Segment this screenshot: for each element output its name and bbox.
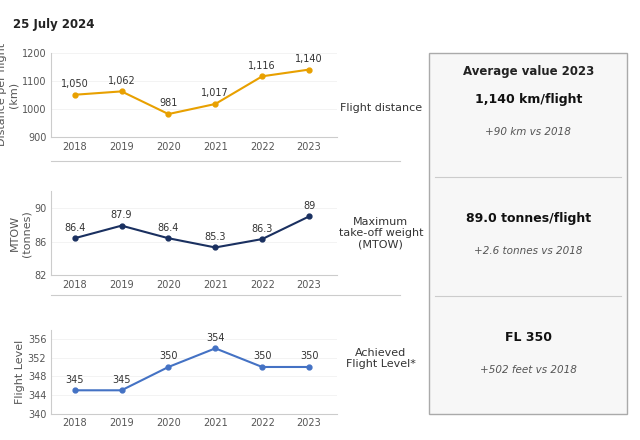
Text: 354: 354	[206, 333, 225, 343]
Text: +2.6 tonnes vs 2018: +2.6 tonnes vs 2018	[474, 246, 582, 256]
FancyBboxPatch shape	[429, 53, 627, 414]
Text: 89.0 tonnes/flight: 89.0 tonnes/flight	[466, 212, 591, 225]
Text: 86.4: 86.4	[64, 223, 85, 233]
Text: 86.4: 86.4	[157, 223, 179, 233]
Text: 89: 89	[303, 201, 316, 211]
Text: +90 km vs 2018: +90 km vs 2018	[485, 127, 571, 137]
Text: 345: 345	[65, 375, 84, 385]
Text: 25 July 2024: 25 July 2024	[13, 18, 94, 31]
Y-axis label: Flight Level: Flight Level	[15, 340, 25, 404]
Text: 86.3: 86.3	[252, 224, 273, 234]
Text: 350: 350	[253, 352, 271, 361]
Text: 1,116: 1,116	[248, 61, 276, 71]
Text: 981: 981	[159, 99, 178, 109]
Text: Flight distance: Flight distance	[340, 103, 422, 113]
Text: Average value 2023: Average value 2023	[463, 66, 594, 78]
Text: 1,140: 1,140	[295, 54, 323, 64]
Y-axis label: MTOW
(tonnes): MTOW (tonnes)	[10, 210, 31, 257]
Text: 1,050: 1,050	[61, 79, 88, 89]
Text: 87.9: 87.9	[111, 210, 132, 220]
Text: FL 350: FL 350	[505, 331, 552, 345]
Text: Maximum
take-off weight
(MTOW): Maximum take-off weight (MTOW)	[339, 216, 423, 250]
Text: 1,017: 1,017	[202, 88, 229, 99]
Text: 85.3: 85.3	[205, 232, 226, 242]
Text: 350: 350	[300, 352, 318, 361]
Text: 1,140 km/flight: 1,140 km/flight	[474, 93, 582, 106]
Text: Achieved
Flight Level*: Achieved Flight Level*	[346, 348, 416, 370]
Text: 350: 350	[159, 352, 178, 361]
Text: 1,062: 1,062	[108, 76, 136, 86]
Text: 345: 345	[112, 375, 131, 385]
Text: +502 feet vs 2018: +502 feet vs 2018	[480, 365, 577, 375]
Y-axis label: Distance per flight
(km): Distance per flight (km)	[0, 43, 19, 147]
